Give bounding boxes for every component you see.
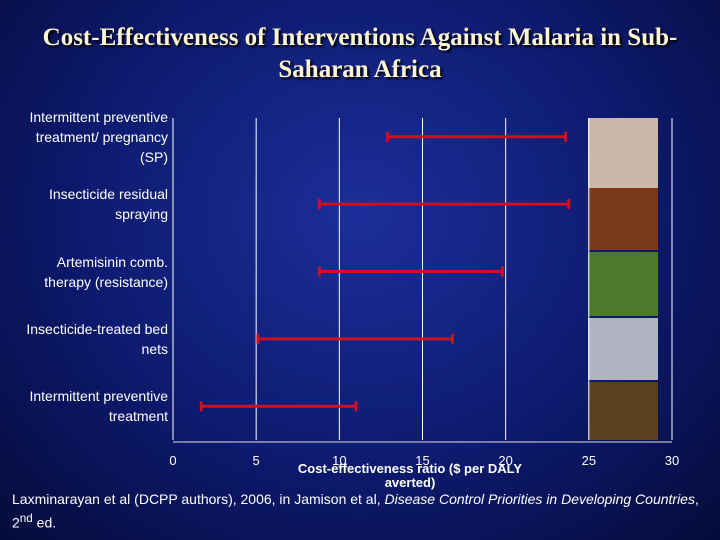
y-tick-label: Intermittent preventive treatment (29, 388, 168, 425)
x-axis-label: Cost-effectiveness ratio ($ per DALY ave… (297, 461, 523, 490)
x-tick-label: 15 (415, 453, 429, 468)
x-tick-label: 0 (169, 453, 176, 468)
x-tick-label: 30 (665, 453, 679, 468)
y-tick-label: Intermittent preventive treatment/ pregn… (29, 108, 168, 165)
x-tick-label: 5 (253, 453, 260, 468)
photo (588, 382, 658, 440)
x-tick-label: 20 (498, 453, 512, 468)
chart-title: Cost-Effectiveness of Interventions Agai… (42, 24, 678, 83)
x-tick-label: 10 (332, 453, 346, 468)
photo (588, 118, 658, 190)
x-tick-label: 25 (582, 453, 596, 468)
photo (588, 252, 658, 316)
footnote-edition: , 2 (12, 491, 699, 531)
photos (588, 118, 658, 440)
footnote-authors: Laxminarayan et al (DCPP authors), 2006,… (12, 491, 381, 507)
footnote-end: ed. (36, 514, 57, 531)
photo (588, 318, 658, 380)
y-tick-label: Insecticide residual spraying (48, 186, 168, 223)
footnote-book: Disease Control Priorities in Developing… (384, 491, 695, 507)
y-tick-label: Artemisinin comb. therapy (resistance) (44, 253, 168, 290)
photo (588, 188, 658, 250)
y-tick-label: Insecticide-treated bed nets (26, 320, 168, 357)
footnote: Laxminarayan et al (DCPP authors), 2006,… (12, 490, 716, 533)
footnote-sup: nd (19, 512, 33, 525)
